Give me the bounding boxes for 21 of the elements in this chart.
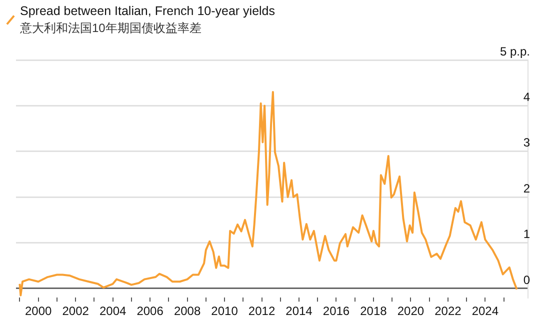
y-tick-label: 3 <box>523 136 530 150</box>
x-tick-label: 2016 <box>322 304 350 318</box>
x-tick-label: 2004 <box>99 304 126 318</box>
y-tick-label: 1 <box>523 227 530 242</box>
x-tick-label: 2008 <box>174 304 201 318</box>
text: Spread between Italian, French 10-year yields <box>20 3 276 20</box>
x-tick-label: 2014 <box>286 304 313 318</box>
x-tick-label: 2006 <box>136 304 164 318</box>
x-tick-label: 2022 <box>434 304 462 318</box>
x-tick-label: 2002 <box>62 304 90 318</box>
chart-subtitle: 意大利和法国10年期国债收益率差 <box>20 20 202 37</box>
x-tick-label: 2012 <box>248 304 276 318</box>
y-tick-label: 0 <box>523 272 530 287</box>
y-tick-label: 2 <box>523 181 530 196</box>
x-tick-label: 2020 <box>397 304 424 318</box>
x-tick-label: 2024 <box>472 304 499 318</box>
y-tick-label: 5 p.p. <box>500 44 530 58</box>
y-tick-label: 4 <box>523 90 530 104</box>
x-tick-label: 2000 <box>24 304 52 318</box>
x-tick-label: 2018 <box>360 304 388 318</box>
x-tick-label: 2010 <box>211 304 238 318</box>
